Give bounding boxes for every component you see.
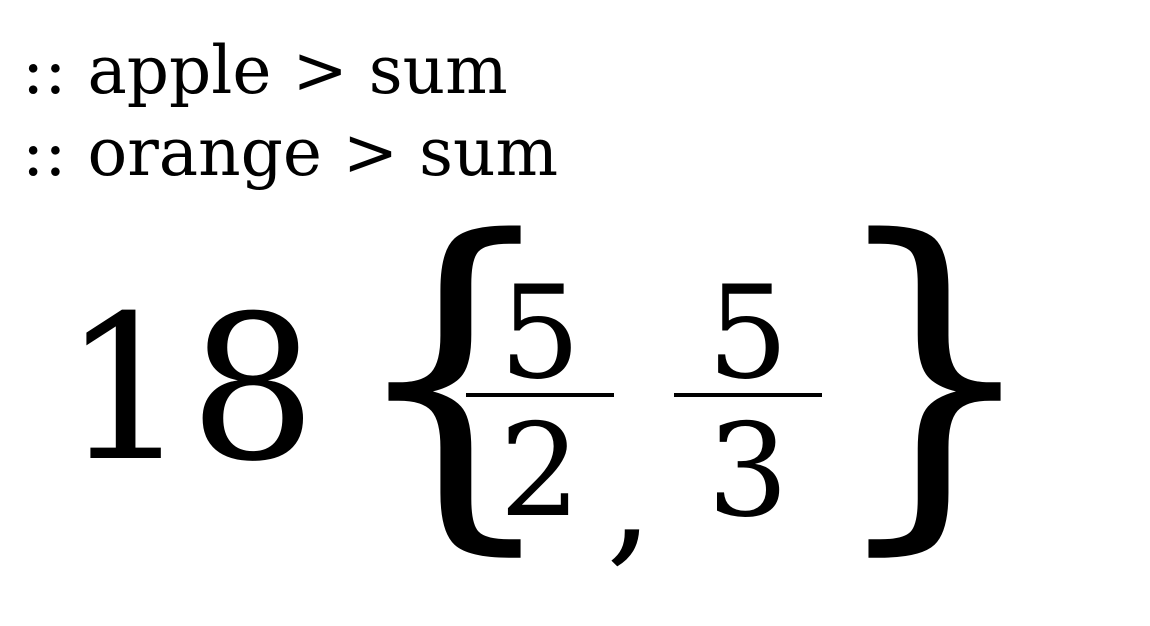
- fraction-1: 5 2: [466, 259, 614, 536]
- fraction-1-numerator: 5: [499, 259, 581, 408]
- left-brace: {: [345, 165, 564, 584]
- fraction-2-denominator: 3: [707, 397, 789, 546]
- right-brace: }: [825, 165, 1044, 584]
- coefficient: 18: [62, 273, 317, 506]
- fraction-2: 5 3: [674, 259, 822, 536]
- fraction-1-denominator: 2: [499, 397, 581, 546]
- fraction-2-bar: [674, 393, 822, 397]
- text-line-orange: :: orange > sum: [22, 114, 559, 191]
- fraction-2-numerator: 5: [707, 259, 789, 408]
- separator-comma: ,: [606, 408, 654, 582]
- text-line-apple: :: apple > sum: [22, 32, 508, 109]
- fraction-1-bar: [466, 393, 614, 397]
